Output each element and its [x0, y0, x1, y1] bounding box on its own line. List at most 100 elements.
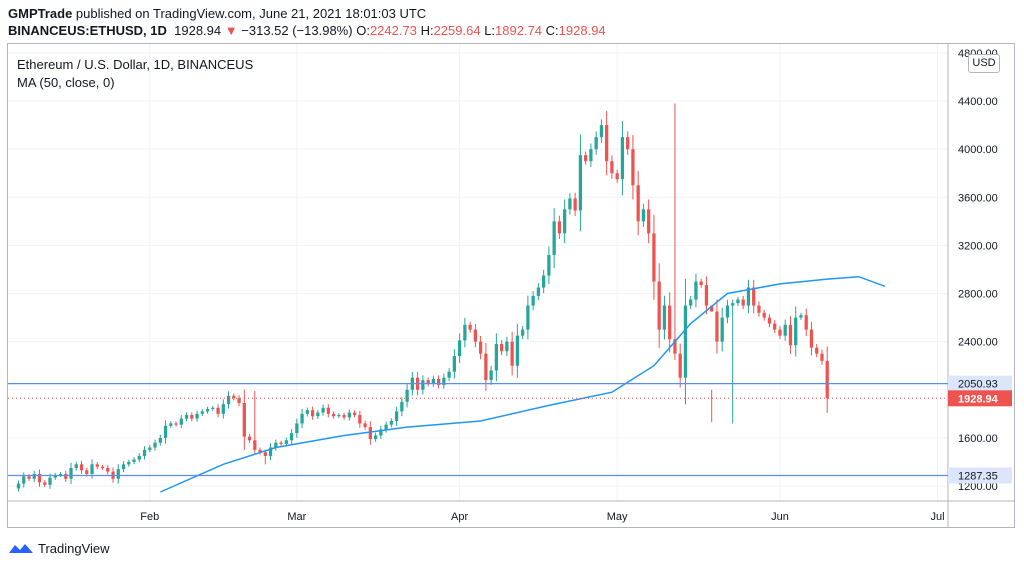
candle-body [683, 305, 688, 378]
indicator-legend[interactable]: MA (50, close, 0) [17, 75, 115, 90]
candle-body [389, 421, 393, 425]
close-value: 1928.94 [558, 23, 606, 38]
y-tick-label: 1200.00 [958, 481, 998, 493]
candle-body [289, 433, 294, 441]
candle-body [132, 459, 136, 462]
candle-body [573, 198, 577, 211]
candle-body [710, 305, 714, 312]
candle-body [200, 411, 204, 414]
candle-body [752, 287, 756, 306]
tradingview-brand[interactable]: TradingView [8, 541, 110, 556]
y-tick-label: 3200.00 [958, 240, 998, 252]
candle-body [552, 221, 556, 256]
candle-body [305, 410, 309, 414]
candle-body [400, 401, 404, 412]
publish-line: GMPTrade published on TradingView.com, J… [8, 6, 426, 21]
x-tick-label: Mar [287, 511, 306, 523]
candle-body [804, 315, 808, 330]
candle-body [48, 477, 52, 485]
open-value: 2242.73 [369, 23, 417, 38]
currency-button[interactable]: USD [968, 54, 1000, 73]
candle-body [216, 407, 220, 414]
candle-body [148, 447, 152, 450]
chart-frame [7, 43, 1015, 528]
candle-body [205, 409, 210, 412]
candle-body [689, 299, 693, 306]
candle-body [58, 473, 63, 476]
candle-body [426, 380, 430, 384]
candle-body [515, 335, 520, 366]
candle-body [373, 435, 378, 440]
candle-body [762, 312, 766, 318]
candle-body [699, 281, 703, 286]
x-tick-label: Jun [771, 511, 789, 523]
candle-body [211, 407, 215, 410]
candle-body [521, 329, 525, 336]
candle-body [127, 461, 131, 465]
candle-body [16, 483, 21, 489]
candle-body [778, 329, 782, 336]
candle-body [263, 452, 267, 456]
candle-body [678, 353, 682, 378]
y-tick-label: 2400.00 [958, 337, 998, 349]
chart-legend-title: Ethereum / U.S. Dollar, 1D, BINANCEUS [17, 57, 254, 72]
brand-label: TradingView [38, 541, 110, 556]
publish-info: published on TradingView.com, June 21, 2… [72, 6, 427, 21]
candle-body [284, 440, 288, 444]
level-price-label: 1287.35 [958, 470, 998, 482]
candle-body [484, 353, 488, 381]
candle-body [578, 155, 583, 211]
candle-body [757, 305, 761, 313]
candle-body [494, 344, 499, 371]
candle-body [37, 473, 42, 483]
candle-body [773, 323, 777, 330]
level-price-label: 2050.93 [958, 379, 998, 391]
candle-body [321, 407, 325, 413]
candle-body [620, 137, 625, 180]
candle-body [741, 299, 745, 306]
candle-body [253, 440, 257, 450]
candle-body [310, 410, 315, 417]
low-value: 1892.74 [495, 23, 543, 38]
candle-body [746, 287, 751, 306]
candle-body [631, 149, 635, 186]
candle-body [300, 413, 304, 424]
candle-body [352, 412, 357, 416]
candle-body [767, 317, 772, 324]
candle-body [64, 473, 68, 479]
candle-body [473, 329, 478, 342]
candle-body [557, 221, 562, 234]
candle-body [636, 185, 640, 222]
low-label: L: [484, 23, 496, 38]
candle-body [641, 209, 646, 222]
candle-body [542, 275, 546, 288]
candle-body [326, 407, 330, 414]
candle-body [137, 455, 141, 460]
candle-body [820, 353, 824, 361]
candle-body [337, 415, 341, 417]
candle-body [53, 475, 57, 478]
candle-body [90, 464, 94, 474]
candle-body [153, 442, 157, 448]
candle-body [594, 137, 598, 150]
candle-body [478, 341, 483, 354]
author-name: GMPTrade [8, 6, 73, 21]
candle-body [657, 281, 661, 330]
candle-body [163, 425, 168, 438]
candle-body [799, 315, 803, 318]
candle-body [342, 415, 346, 418]
candle-body [242, 402, 246, 437]
x-tick-label: Jul [930, 511, 944, 523]
candle-body [783, 324, 787, 336]
close-label: C: [545, 23, 559, 38]
candle-body [258, 449, 262, 453]
candle-body [468, 324, 472, 330]
candle-body [95, 464, 99, 467]
candle-body [394, 411, 399, 422]
candle-body [279, 442, 283, 444]
candle-body [547, 255, 551, 276]
candle-body [158, 437, 162, 443]
candle-body [599, 125, 604, 138]
candle-body [405, 389, 409, 402]
